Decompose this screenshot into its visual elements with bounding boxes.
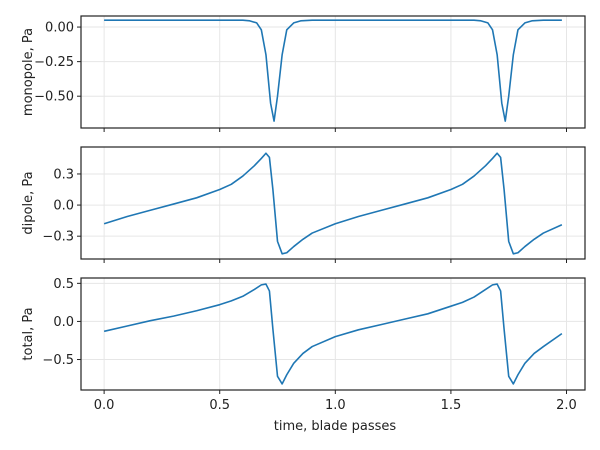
axes-frame [80,15,586,129]
x-tick-label: 1.5 [441,398,462,413]
series-line-2 [103,152,563,255]
panel-3: 0.5 0.0 −0.5 0.0 0.5 1.0 1.5 2.0 total, Pa time, … [21,277,586,434]
y-axis-label: dipole, Pa [21,171,36,234]
y-axis-label: total, Pa [21,307,36,360]
y-tick-label: −0.3 [42,230,74,245]
x-tick-label: 1.0 [325,398,346,413]
axes-frame [80,146,586,260]
y-axis-label: monopole, Pa [21,28,36,116]
y-tick-label: 0.0 [53,199,74,214]
y-tick-label: −0.50 [34,90,74,105]
y-tick-label: 0.3 [53,167,74,182]
series-line-3 [103,283,563,385]
y-tick-label: 0.5 [53,277,74,292]
axes-frame [80,277,586,391]
x-tick-label: 0.0 [94,398,115,413]
x-tick-label: 0.5 [209,398,230,413]
y-tick-label: 0.0 [53,315,74,330]
y-tick-label: 0.00 [45,21,74,36]
x-tick-label: 2.0 [556,398,577,413]
y-tick-label: −0.5 [42,353,74,368]
panel-2: 0.3 0.0 −0.3 dipole, Pa [21,146,586,263]
series-line-1 [104,19,562,122]
y-tick-label: −0.25 [34,55,74,70]
x-axis-label: time, blade passes [274,419,397,434]
